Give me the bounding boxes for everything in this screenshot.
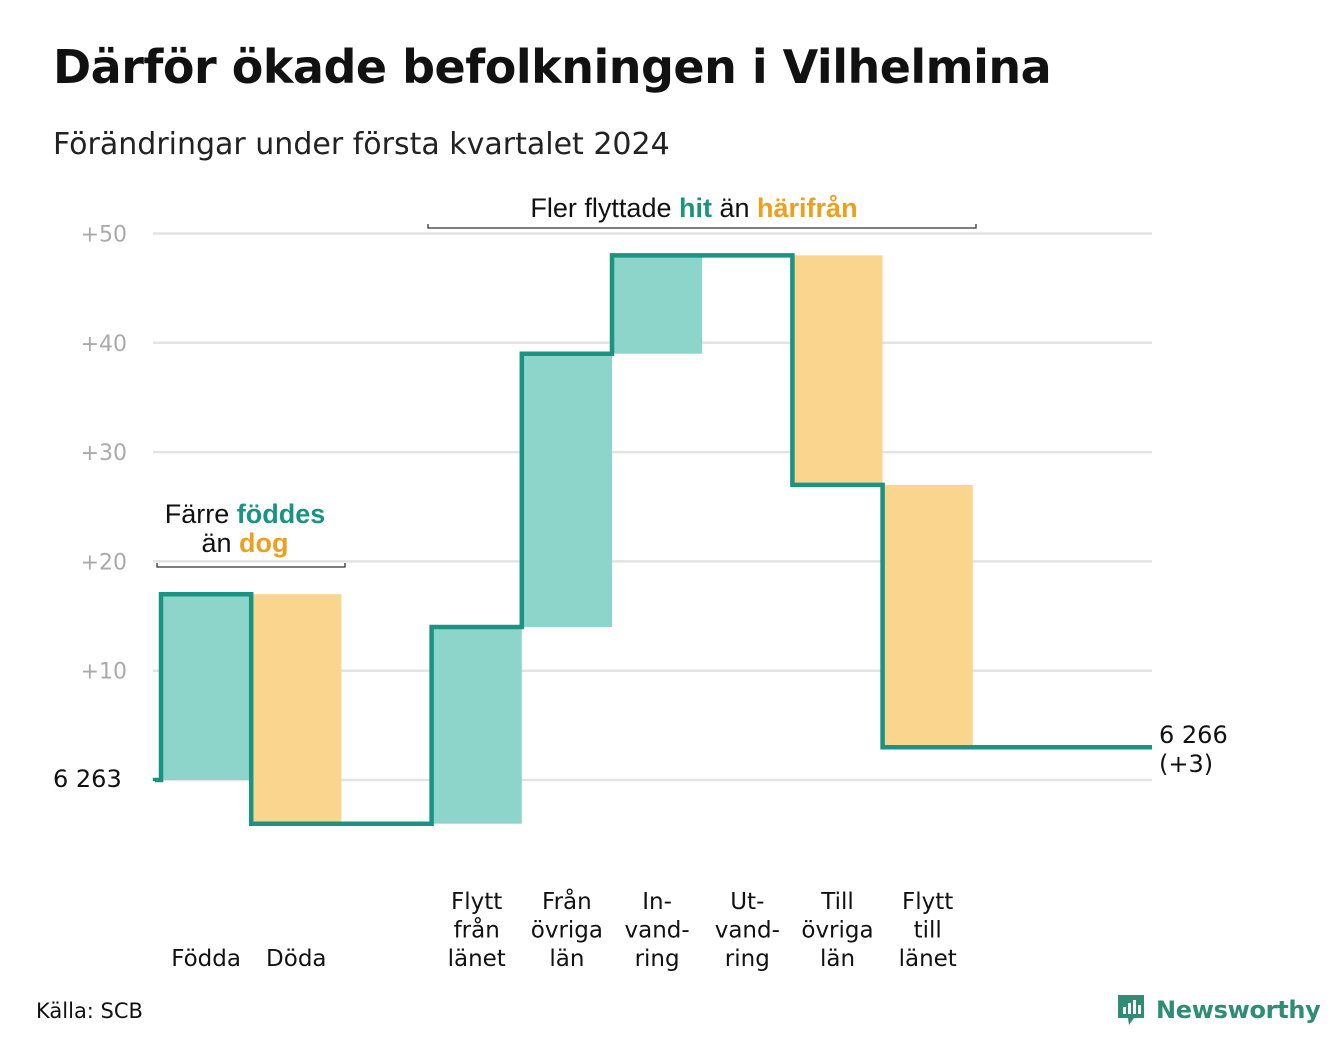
x-category-label: län — [820, 946, 855, 972]
end-value-label: 6 266 — [1159, 721, 1228, 749]
y-tick-label: +40 — [81, 332, 127, 357]
newsworthy-logo-icon — [1118, 995, 1144, 1025]
annotation-births-line2: än dog — [201, 528, 288, 558]
x-category-label: Ut- — [730, 889, 764, 915]
brand-logo: Newsworthy — [1116, 993, 1321, 1027]
annotation-text-part: föddes — [237, 499, 326, 529]
x-category-label: ring — [635, 946, 680, 972]
annotation-migration-bracket — [427, 224, 977, 229]
x-category-label: län — [549, 946, 584, 972]
annotation-text-part: än — [201, 528, 239, 558]
decrease-bar — [251, 594, 342, 824]
start-value-label: 6 263 — [53, 765, 122, 793]
increase-bar — [161, 594, 252, 780]
x-category-label: Döda — [266, 946, 326, 972]
decrease-bar — [882, 484, 973, 748]
x-category-label: Flytt — [451, 889, 502, 915]
chart-subtitle: Förändringar under första kvartalet 2024 — [53, 127, 670, 162]
annotation-text-part: Fler flyttade — [530, 193, 679, 223]
annotation-text-part: dog — [239, 528, 288, 558]
x-category-label: från — [454, 916, 500, 944]
y-tick-label: +10 — [81, 660, 127, 685]
annotation-migration-text: Fler flyttade hit än härifrån — [530, 193, 857, 223]
x-category-label: vand- — [715, 918, 780, 944]
increase-bar — [431, 626, 522, 824]
cumulative-step-line — [152, 253, 1152, 826]
source-note: Källa: SCB — [36, 999, 143, 1023]
increase-bar — [521, 353, 612, 627]
y-tick-label: +20 — [81, 550, 127, 575]
x-category-label: Födda — [171, 946, 241, 972]
x-category-label: In- — [642, 889, 672, 915]
end-value-label: (+3) — [1159, 750, 1213, 778]
chart-title: Därför ökade befolkningen i Vilhelmina — [53, 40, 1052, 94]
x-category-label: vand- — [625, 918, 690, 944]
annotation-text-part: hit — [679, 193, 712, 223]
x-category-label: övriga — [531, 918, 603, 944]
x-category-label: länet — [899, 946, 957, 972]
annotation-text-part: härifrån — [757, 193, 858, 223]
annotation-text-part: än — [712, 193, 757, 223]
x-category-label: Till — [820, 889, 854, 915]
annotation-births-bracket — [156, 563, 346, 568]
increase-bar — [612, 255, 703, 354]
x-category-label: ring — [725, 946, 770, 972]
brand-name: Newsworthy — [1156, 996, 1321, 1024]
x-category-label: länet — [448, 946, 506, 972]
x-category-label: övriga — [801, 918, 873, 944]
x-category-label: Flytt — [902, 889, 953, 915]
annotation-births-line1: Färre föddes — [165, 499, 326, 529]
x-category-label: till — [914, 918, 942, 944]
decrease-bar — [792, 255, 883, 485]
x-category-label: Från — [542, 887, 592, 915]
y-tick-label: +30 — [81, 441, 127, 466]
y-tick-label: +50 — [81, 223, 127, 248]
annotation-text-part: Färre — [165, 499, 237, 529]
